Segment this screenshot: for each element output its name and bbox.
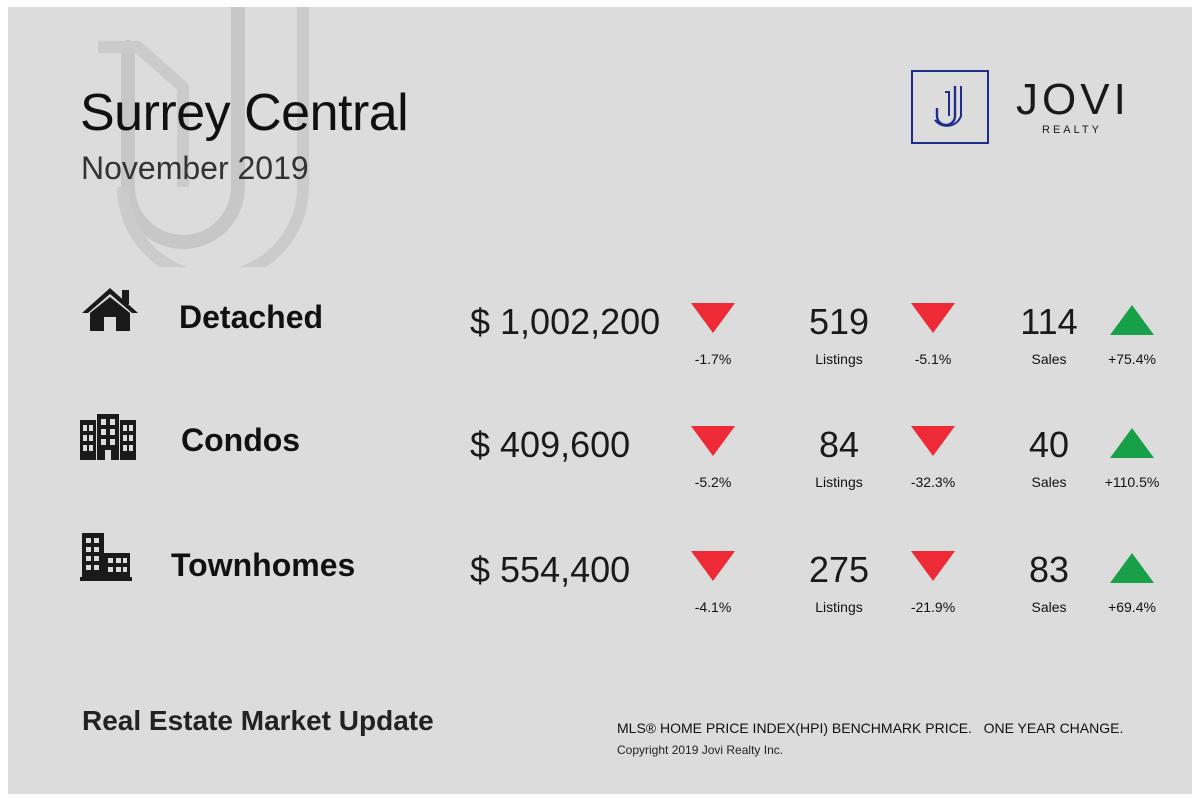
price-change: -5.2%	[694, 474, 732, 490]
down-arrow-icon	[691, 426, 735, 456]
down-arrow-icon	[911, 551, 955, 581]
sales-count: 114	[1020, 301, 1078, 342]
listings-change: -32.3%	[910, 474, 956, 490]
down-arrow-icon	[911, 426, 955, 456]
row-detached: Detached $ 1,002,200 -1.7% 519 Listings …	[8, 285, 1192, 375]
price-change: -1.7%	[694, 351, 732, 367]
down-arrow-icon	[911, 303, 955, 333]
down-arrow-icon	[691, 303, 735, 333]
property-type-label: Detached	[179, 299, 324, 335]
watermark-j-icon	[98, 7, 309, 267]
sales-count: 40	[1028, 424, 1070, 465]
up-arrow-icon	[1110, 305, 1154, 335]
market-update-card: Surrey Central November 2019 JOVI REALTY…	[8, 7, 1192, 794]
copyright: Copyright 2019 Jovi Realty Inc.	[617, 743, 784, 757]
sales-label: Sales	[1031, 474, 1067, 490]
sales-label: Sales	[1031, 351, 1067, 367]
footer-note: MLS® HOME PRICE INDEX(HPI) BENCHMARK PRI…	[617, 720, 1124, 736]
property-type-label: Condos	[181, 422, 301, 458]
row-townhomes: Townhomes $ 554,400 -4.1% 275 Listings -…	[8, 533, 1192, 623]
logo-tagline: REALTY	[1042, 124, 1102, 136]
logo-mark	[911, 70, 989, 144]
price-change: -4.1%	[694, 599, 732, 615]
listings-label: Listings	[815, 599, 863, 615]
page-subtitle: November 2019	[81, 150, 309, 186]
logo-j-icon	[934, 86, 962, 127]
listings-label: Listings	[815, 474, 863, 490]
page-title: Surrey Central	[80, 84, 409, 142]
down-arrow-icon	[691, 551, 735, 581]
footer-heading: Real Estate Market Update	[82, 705, 434, 736]
hpi-price: $ 554,400	[470, 549, 631, 590]
sales-change: +75.4%	[1108, 351, 1156, 367]
up-arrow-icon	[1110, 553, 1154, 583]
listings-count: 275	[808, 549, 870, 590]
property-type-label: Townhomes	[171, 547, 356, 583]
row-condos: Condos $ 409,600 -5.2% 84 Listings -32.3…	[8, 408, 1192, 498]
house-icon	[82, 288, 138, 331]
hpi-price: $ 409,600	[470, 424, 631, 465]
listings-count: 519	[808, 301, 870, 342]
listings-change: -21.9%	[910, 599, 956, 615]
condo-building-icon	[80, 414, 136, 460]
hpi-price: $ 1,002,200	[470, 301, 661, 342]
townhome-building-icon	[80, 533, 132, 581]
sales-change: +110.5%	[1104, 474, 1160, 490]
listings-label: Listings	[815, 351, 863, 367]
up-arrow-icon	[1110, 428, 1154, 458]
sales-change: +69.4%	[1108, 599, 1156, 615]
listings-change: -5.1%	[914, 351, 952, 367]
sales-label: Sales	[1031, 599, 1067, 615]
sales-count: 83	[1028, 549, 1070, 590]
logo-name: JOVI	[1016, 75, 1130, 124]
listings-count: 84	[818, 424, 860, 465]
